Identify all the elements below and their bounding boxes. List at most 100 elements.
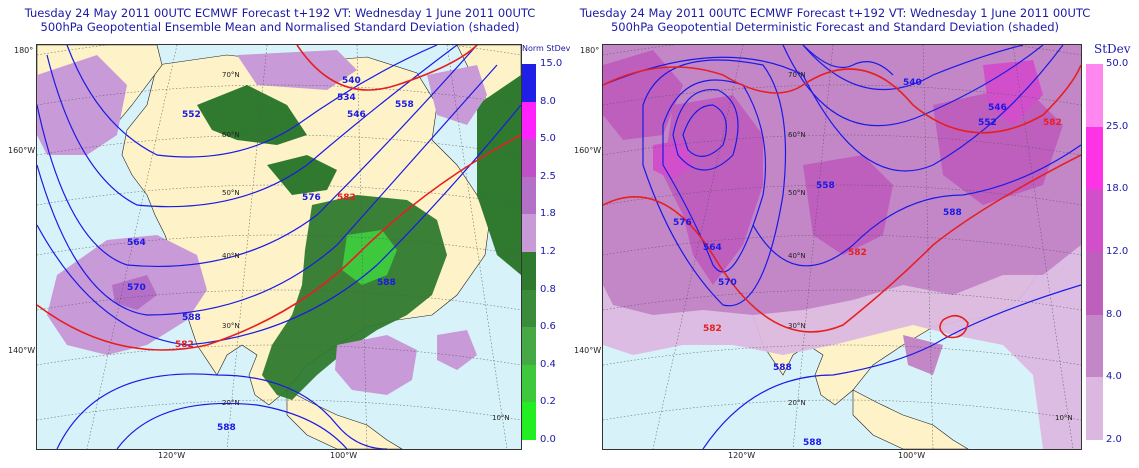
legend-tick-label: 1.2: [540, 246, 556, 257]
shade-purple-2: [663, 95, 763, 285]
legend-swatch: [522, 101, 536, 140]
lat-label: 10°N: [492, 414, 510, 422]
contour-label: 588: [803, 438, 822, 448]
shade-purple-5: [603, 50, 683, 140]
legend-tick-label: 0.2: [540, 396, 556, 408]
right-title-line2: 500hPa Geopotential Deterministic Foreca…: [610, 20, 1059, 34]
lat-label: 40°N: [788, 252, 806, 260]
contour-label: 558: [816, 181, 835, 191]
legend-tick-label: 8.0: [1106, 308, 1122, 320]
contour-label: 588: [943, 208, 962, 218]
legend-tick-label: 0.6: [540, 321, 556, 333]
contour-label-red: 582: [1043, 118, 1062, 128]
contour-label: 540: [903, 78, 922, 88]
lon-label-left: 180°: [580, 46, 600, 55]
lon-label-bottom: 120°W: [728, 451, 756, 460]
shade-purple-2: [112, 275, 157, 310]
contour-582-red: [37, 134, 521, 351]
right-title: Tuesday 24 May 2011 00UTC ECMWF Forecast…: [570, 6, 1100, 34]
contour-north-red: [603, 64, 1081, 134]
contour-label: 540: [342, 76, 361, 86]
contour-label: 558: [395, 100, 414, 110]
land-central-america: [286, 389, 403, 449]
shade-purple-4: [437, 330, 477, 370]
legend-tick-label: 0.4: [540, 358, 556, 370]
contour-label: 576: [673, 218, 692, 228]
contour-label: 570: [718, 278, 737, 288]
lon-label-left: 140°W: [574, 346, 602, 355]
left-map: 534 540 546 552 558 564 570 576 588 588 …: [36, 44, 522, 450]
contour-label: 552: [182, 110, 201, 120]
left-legend-title: Norm StDev: [522, 44, 571, 53]
lat-label: 70°N: [788, 71, 806, 79]
contour-label: 588: [217, 423, 236, 433]
contour-label: 564: [127, 238, 146, 248]
contour-label: 588: [182, 313, 201, 323]
legend-tick-label: 0.0: [540, 434, 556, 445]
legend-tick-label: 5.0: [540, 133, 556, 145]
legend-tick-label: 50.0: [1106, 58, 1129, 69]
legend-swatch: [522, 402, 536, 440]
contour-label-red: 582: [175, 340, 194, 350]
legend-tick-label: 2.0: [1106, 434, 1122, 445]
legend-swatch: [522, 327, 536, 365]
shade-green-1: [262, 195, 447, 400]
left-map-canvas: 534 540 546 552 558 564 570 576 588 588 …: [37, 45, 521, 449]
contour-label: 534: [337, 93, 356, 103]
shade-purple-4: [933, 85, 1063, 205]
land-central-america: [852, 389, 969, 449]
shade-green-4: [197, 85, 307, 145]
legend-tick-label: 1.8: [540, 208, 556, 220]
legend-swatch: [522, 289, 536, 328]
legend-swatch: [522, 364, 536, 403]
lat-label: 40°N: [222, 252, 240, 260]
contour-label: 588: [773, 363, 792, 373]
shade-green-2: [342, 230, 397, 285]
legend-swatch: [522, 64, 536, 102]
legend-tick-label: 25.0: [1106, 120, 1129, 132]
legend-tick-label: 0.8: [540, 283, 556, 295]
contour-label-red: 582: [703, 324, 722, 334]
lat-label: 70°N: [222, 71, 240, 79]
height-contours: [603, 45, 1081, 449]
legend-swatch: [1086, 377, 1103, 440]
shade-purple-6: [427, 65, 487, 125]
lat-label: 20°N: [222, 399, 240, 407]
right-legend-title: StDev: [1094, 42, 1131, 56]
left-title: Tuesday 24 May 2011 00UTC ECMWF Forecast…: [0, 6, 560, 34]
left-title-line1: Tuesday 24 May 2011 00UTC ECMWF Forecast…: [24, 6, 536, 20]
legend-tick-label: 18.0: [1106, 183, 1129, 195]
legend-swatch: [1086, 64, 1103, 127]
lon-label-left: 160°W: [574, 146, 602, 155]
graticule: [603, 45, 1081, 449]
lat-label: 60°N: [788, 131, 806, 139]
right-title-line1: Tuesday 24 May 2011 00UTC ECMWF Forecast…: [579, 6, 1091, 20]
contour-label-red: 582: [848, 248, 867, 258]
legend-swatch: [1086, 314, 1103, 378]
lat-label: 50°N: [222, 189, 240, 197]
contour-label: 546: [988, 103, 1007, 113]
legend-swatch: [1086, 126, 1103, 190]
shade-purple-7: [237, 50, 357, 90]
lon-label-left: 140°W: [8, 346, 36, 355]
contour-north-red: [296, 45, 478, 91]
contour-582-red: [603, 154, 1081, 333]
legend-tick-label: 2.5: [540, 170, 556, 182]
lat-label: 20°N: [788, 399, 806, 407]
contour-label: 576: [302, 193, 321, 203]
legend-swatch: [522, 176, 536, 215]
lon-label-left: 160°W: [8, 146, 36, 155]
contour-label-red: 582: [337, 193, 356, 203]
lon-label-left: 180°: [14, 46, 34, 55]
right-map: 540 546 552 558 564 570 576 588 588 588 …: [602, 44, 1082, 450]
lat-label: 10°N: [1055, 414, 1073, 422]
legend-tick-label: 15.0: [540, 58, 563, 69]
height-contours: [37, 45, 521, 449]
legend-swatch: [1086, 252, 1103, 315]
lon-label-bottom: 100°W: [898, 451, 926, 460]
lat-label: 60°N: [222, 131, 240, 139]
legend-swatch: [522, 214, 536, 252]
left-title-line2: 500hPa Geopotential Ensemble Mean and No…: [40, 20, 520, 34]
legend-tick-label: 12.0: [1106, 246, 1129, 257]
contour-red-cell: [939, 314, 969, 339]
